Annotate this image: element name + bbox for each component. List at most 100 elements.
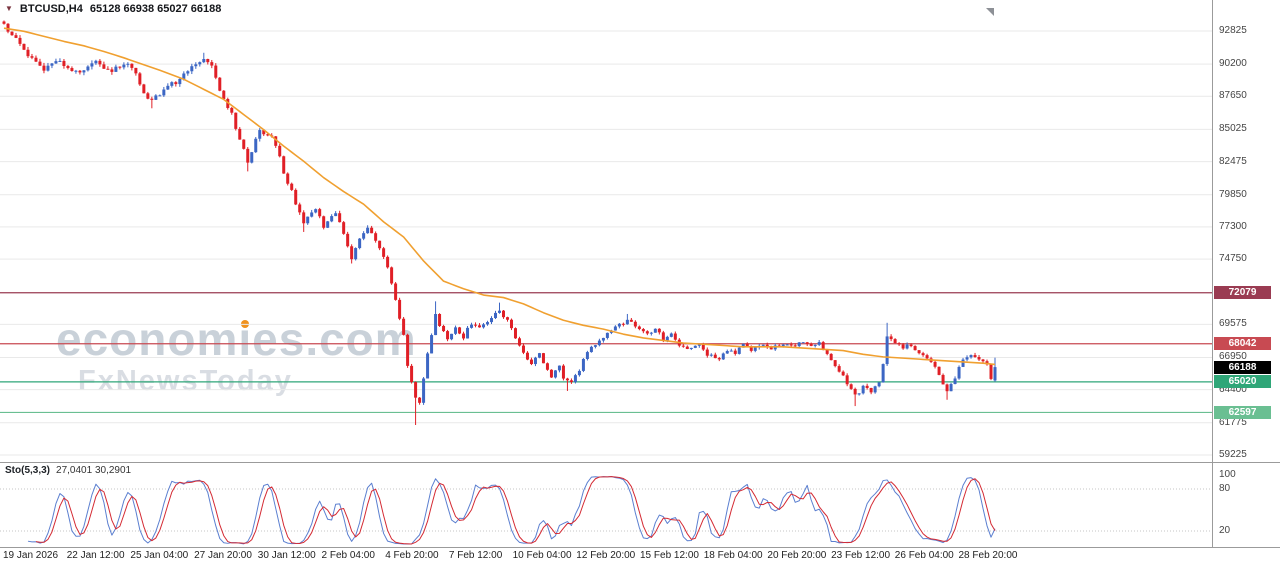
candlesticks [2,20,997,426]
price-axis[interactable]: 92825 90200 87650 85025 82475 79850 77300 74750… [1213,0,1280,547]
candle-body [937,366,941,375]
candle-body [258,130,262,139]
candle-body [218,77,222,91]
symbol-header: ▼ BTCUSD,H4 65128 66938 65027 66188 [5,3,221,15]
candle-body [210,62,214,66]
candle-body [717,358,721,360]
time-tick-label: 28 Feb 20:00 [958,550,1018,561]
candle-body [525,352,529,360]
candle-body [342,222,346,234]
candle-body [785,344,789,346]
candle-body [234,112,238,129]
candle-body [605,332,609,338]
candle-body [917,350,921,354]
candle-body [701,344,705,350]
candle-body [737,347,741,354]
candle-body [877,382,881,387]
panel-separators [0,0,1280,548]
candle-body [426,353,430,379]
candle-body [541,353,545,364]
ma-line [3,27,996,366]
candle-body [509,319,513,329]
candle-body [138,73,142,85]
candle-body [362,233,366,239]
candle-body [230,107,234,113]
candle-body [953,378,957,385]
candle-body [841,371,845,376]
candle-body [885,336,889,365]
candle-body [697,344,701,346]
price-tick-label: 66950 [1219,351,1247,363]
candle-body [54,61,58,64]
candle-body [62,60,66,67]
time-tick-label: 26 Feb 04:00 [894,550,954,561]
candle-body [82,70,86,73]
candle-body [505,317,509,320]
candle-body [78,70,82,73]
ohlc-quote: 65128 66938 65027 66188 [89,3,222,15]
price-tick-label: 77300 [1219,220,1247,232]
candle-body [945,384,949,392]
candle-body [709,354,713,356]
candle-body [58,60,62,62]
candle-body [993,367,997,381]
symbol-dropdown-icon[interactable]: ▼ [5,4,13,13]
candle-body [941,374,945,385]
candle-body [394,283,398,300]
candle-body [502,310,505,318]
candle-body [645,331,649,334]
time-tick-label: 22 Jan 12:00 [66,550,125,561]
candle-body [2,21,6,24]
candle-body [418,397,422,403]
candle-body [597,340,601,346]
candle-body [434,314,438,336]
stochastic-label: Sto(5,3,3) 27,0401 30,2901 [5,465,131,476]
watermark-brand-post: es.com [252,313,417,365]
candle-body [114,66,118,72]
stoch-tick-label: 100 [1219,469,1236,480]
candle-body [290,183,294,190]
candle-body [549,369,553,378]
candle-body [893,339,897,344]
time-tick-label: 25 Jan 04:00 [130,550,189,561]
level-price-label: 62597 [1214,405,1271,419]
price-tick-label: 85025 [1219,123,1247,135]
stochastic-indicator [0,475,1212,545]
candle-body [669,333,673,337]
candle-body [38,61,42,66]
horizontal-level-lines [0,292,1212,414]
candle-body [382,248,386,257]
price-tick-label: 87650 [1219,90,1247,102]
price-tick-label: 74750 [1219,253,1247,265]
candle-body [725,351,729,354]
candle-body [170,82,174,86]
candle-body [126,63,130,65]
candle-body [553,370,557,378]
time-tick-label: 19 Jan 2026 [3,550,59,561]
candle-body [366,227,370,234]
candle-body [178,78,182,85]
watermark-brand: economı es.com [56,316,417,362]
candle-body [949,384,953,392]
candle-body [262,130,266,135]
candle-body [322,216,326,228]
time-tick-label: 30 Jan 12:00 [257,550,316,561]
candle-body [977,357,981,360]
candle-body [26,49,30,57]
watermark-brand-pre: econom [56,313,239,365]
candle-body [749,346,753,351]
candle-body [334,213,338,217]
candle-body [901,344,905,349]
candle-body [174,82,178,85]
chart-shift-marker[interactable] [986,8,994,16]
price-tick-label: 92825 [1219,25,1247,36]
candle-body [633,321,637,327]
candle-body [206,59,210,63]
candle-body [286,173,290,184]
candle-body [753,347,757,351]
time-axis[interactable]: 19 Jan 2026 22 Jan 12:00 25 Jan 04:00 27 Ja… [0,548,1280,567]
candle-body [625,319,629,325]
current-price-label: 66188 [1214,360,1271,374]
candle-body [933,361,937,367]
